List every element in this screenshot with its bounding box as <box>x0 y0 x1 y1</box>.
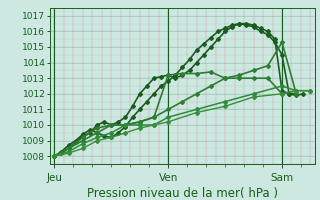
X-axis label: Pression niveau de la mer( hPa ): Pression niveau de la mer( hPa ) <box>87 187 278 200</box>
